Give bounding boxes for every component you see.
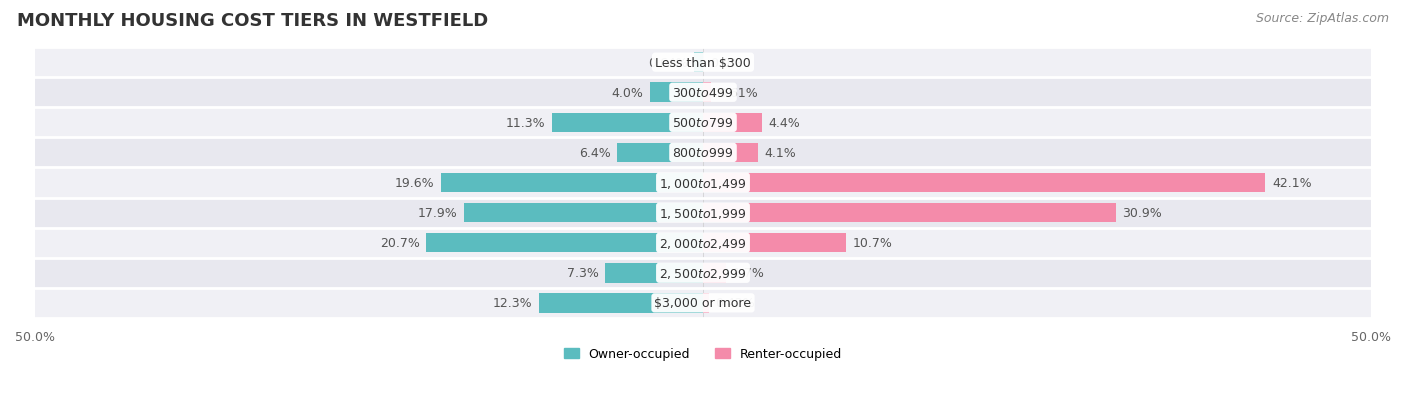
Bar [35, 168, 1371, 198]
Bar [35, 288, 1371, 318]
Text: 12.3%: 12.3% [492, 297, 531, 310]
Text: 0.0%: 0.0% [710, 57, 742, 69]
Text: 4.0%: 4.0% [612, 87, 643, 100]
Text: 17.9%: 17.9% [418, 206, 457, 220]
Bar [426, 233, 703, 253]
Text: 0.42%: 0.42% [716, 297, 755, 310]
Text: $2,000 to $2,499: $2,000 to $2,499 [659, 236, 747, 250]
Text: $3,000 or more: $3,000 or more [655, 297, 751, 310]
Text: 7.3%: 7.3% [567, 267, 599, 280]
Text: $1,000 to $1,499: $1,000 to $1,499 [659, 176, 747, 190]
Bar [35, 138, 1371, 168]
Bar [703, 203, 1116, 223]
Legend: Owner-occupied, Renter-occupied: Owner-occupied, Renter-occupied [564, 347, 842, 361]
Bar [553, 113, 703, 133]
Text: $2,500 to $2,999: $2,500 to $2,999 [659, 266, 747, 280]
Text: 0.64%: 0.64% [648, 57, 688, 69]
Bar [35, 108, 1371, 138]
Text: 42.1%: 42.1% [1272, 177, 1312, 190]
Text: 6.4%: 6.4% [579, 147, 610, 159]
Bar [703, 173, 1265, 193]
Text: 20.7%: 20.7% [380, 237, 420, 249]
Bar [695, 53, 703, 73]
Bar [703, 263, 725, 283]
Text: 1.7%: 1.7% [733, 267, 765, 280]
Text: $300 to $499: $300 to $499 [672, 87, 734, 100]
Bar [35, 198, 1371, 228]
Bar [441, 173, 703, 193]
Bar [617, 143, 703, 163]
Text: 0.61%: 0.61% [718, 87, 758, 100]
Text: Less than $300: Less than $300 [655, 57, 751, 69]
Bar [703, 143, 758, 163]
Text: 11.3%: 11.3% [506, 116, 546, 130]
Bar [35, 228, 1371, 258]
Text: 10.7%: 10.7% [852, 237, 893, 249]
Text: 4.4%: 4.4% [769, 116, 800, 130]
Bar [464, 203, 703, 223]
Bar [35, 48, 1371, 78]
Text: 30.9%: 30.9% [1122, 206, 1163, 220]
Bar [35, 78, 1371, 108]
Text: 19.6%: 19.6% [395, 177, 434, 190]
Text: $500 to $799: $500 to $799 [672, 116, 734, 130]
Bar [606, 263, 703, 283]
Bar [703, 113, 762, 133]
Bar [35, 258, 1371, 288]
Bar [703, 293, 709, 313]
Text: $800 to $999: $800 to $999 [672, 147, 734, 159]
Text: $1,500 to $1,999: $1,500 to $1,999 [659, 206, 747, 220]
Bar [703, 83, 711, 103]
Text: 4.1%: 4.1% [765, 147, 796, 159]
Text: Source: ZipAtlas.com: Source: ZipAtlas.com [1256, 12, 1389, 25]
Text: MONTHLY HOUSING COST TIERS IN WESTFIELD: MONTHLY HOUSING COST TIERS IN WESTFIELD [17, 12, 488, 30]
Bar [538, 293, 703, 313]
Bar [703, 233, 846, 253]
Bar [650, 83, 703, 103]
